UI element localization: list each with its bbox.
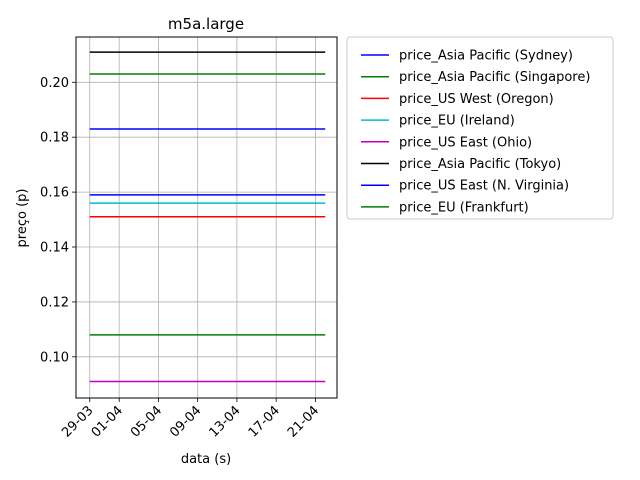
x-tick-label: 05-04 [128,403,165,440]
legend-entry: price_Asia Pacific (Sydney) [399,49,573,64]
y-tick-label: 0.10 [40,350,69,365]
y-tick-label: 0.14 [40,241,69,256]
x-tick-label: 17-04 [246,403,283,440]
x-tick-label: 29-03 [59,403,96,440]
legend-entry: price_EU (Ireland) [399,114,515,129]
legend-entry: price_Asia Pacific (Tokyo) [399,157,561,172]
y-tick-label: 0.12 [40,295,69,310]
series-layer [89,51,326,383]
y-tick-label: 0.18 [40,131,69,146]
x-tick-label: 13-04 [206,403,243,440]
y-tick-label: 0.20 [40,76,69,91]
legend-entry: price_Asia Pacific (Singapore) [399,70,590,85]
legend-box [346,36,614,220]
legend-entry: price_US East (Ohio) [399,135,532,150]
y-tick-label: 0.16 [40,186,69,201]
legend: price_Asia Pacific (Sydney) price_Asia Pa… [346,36,614,220]
plot-frame [75,36,338,399]
legend-entry: price_EU (Frankfurt) [399,200,529,215]
legend-entry: price_US West (Oregon) [399,92,554,107]
y-axis-ticks: 0.10 0.12 0.14 0.16 0.18 0.20 [40,76,76,365]
x-tick-label: 01-04 [89,403,126,440]
x-axis-label: data (s) [181,452,231,467]
legend-entry: price_US East (N. Virginia) [399,179,569,194]
y-axis-label: preço (p) [15,189,30,248]
x-tick-label: 09-04 [167,403,204,440]
chart-title: m5a.large [168,15,244,33]
x-tick-label: 21-04 [285,403,322,440]
